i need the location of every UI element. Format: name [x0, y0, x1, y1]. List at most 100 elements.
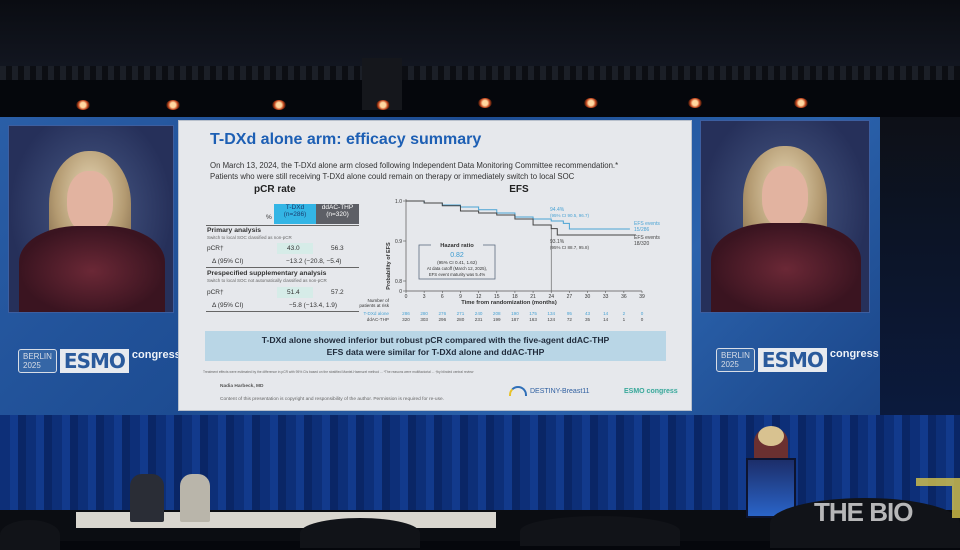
panelist [130, 474, 164, 522]
logo-city: BERLIN [721, 351, 750, 360]
supplementary-analysis-title: Prespecified supplementary analysis [207, 270, 327, 277]
primary-analysis-note: Switch to local SOC classified as non-pC… [207, 235, 292, 240]
at-risk-value: 163 [529, 317, 537, 322]
stage-light [584, 98, 598, 108]
at-risk-label: Number of [368, 298, 390, 303]
logo-suffix: congress [131, 349, 181, 361]
x-tick-label: 18 [512, 294, 518, 300]
destiny-breast11-logo: DESTINY-Breast11 [509, 386, 590, 396]
hazard-ratio-title: Hazard ratio [440, 243, 474, 249]
audience [520, 516, 680, 546]
footnote: Treatment effects were estimated by the … [203, 370, 474, 374]
logo-brand: ESMO [757, 348, 827, 372]
tdxd-events-label: EFS events [634, 221, 660, 227]
x-tick-label: 15 [494, 294, 500, 300]
pcr-ddac-value: 57.2 [331, 289, 344, 296]
pcr-ddac-value: 56.3 [331, 245, 344, 252]
slide-subtitle-line: Patients who were still receiving T-DXd … [210, 172, 575, 181]
tdxd-column-header: T-DXd (n=286) [274, 204, 316, 224]
at-risk-ddac-label: ddAC-THP [367, 317, 389, 322]
watermark: THE BIO [814, 497, 913, 527]
x-tick-label: 39 [639, 294, 645, 300]
at-risk-value: 208 [493, 311, 501, 316]
presentation-slide: T-DXd alone arm: efficacy summary On Mar… [178, 120, 692, 411]
speaker-video-left [8, 125, 174, 313]
hazard-ratio-box: Hazard ratio 0.82 (95% CI 0.41, 1.62) At… [418, 242, 496, 280]
hazard-ratio-value: 0.82 [450, 252, 464, 259]
supplementary-analysis-note: Switch to local SOC not automatically cl… [207, 278, 327, 283]
highlight [277, 243, 313, 254]
at-risk-value: 303 [420, 317, 428, 322]
stage-light [76, 100, 90, 110]
y-tick-label: 0.9 [395, 239, 402, 245]
x-tick-label: 27 [567, 294, 573, 300]
at-risk-value: 95 [567, 311, 573, 316]
speaker-head [758, 426, 784, 446]
delta-value: −5.8 (−13.4, 1.9) [289, 302, 338, 309]
panelist [180, 474, 210, 522]
x-tick-label: 24 [548, 294, 554, 300]
slide-subtitle-line: On March 13, 2024, the T-DXd alone arm c… [210, 161, 619, 170]
x-tick-label: 12 [476, 294, 482, 300]
at-risk-value: 280 [420, 311, 428, 316]
x-tick-label: 3 [423, 294, 426, 300]
ddac-events-label: EFS events [634, 235, 660, 241]
y-tick-label: 1.0 [395, 199, 402, 205]
at-risk-value: 231 [475, 317, 483, 322]
conclusion-line: T-DXd alone showed inferior but robust p… [261, 335, 610, 345]
at-risk-value: 199 [493, 317, 501, 322]
at-risk-value: 240 [475, 311, 483, 316]
conclusion-box: T-DXd alone showed inferior but robust p… [205, 331, 666, 361]
esmo-logo-right: BERLIN 2025 ESMO congress [716, 348, 879, 372]
conclusion-line: EFS data were similar for T-DXd alone an… [326, 347, 545, 357]
stage-light [794, 98, 808, 108]
data-cutoff: At data cutoff (March 12, 2025), [427, 266, 487, 271]
x-axis-label: Time from randomization (months) [461, 300, 557, 306]
ddac-events-count: 18/320 [634, 241, 650, 247]
divider [206, 311, 359, 312]
at-risk-value: 14 [603, 311, 609, 316]
at-risk-value: 35 [585, 317, 591, 322]
at-risk-value: 271 [457, 311, 465, 316]
ddac-column-header: ddAC-THP (n=320) [316, 204, 359, 224]
at-risk-value: 72 [567, 317, 573, 322]
logo-year: 2025 [23, 361, 41, 370]
y-tick-label: 0 [399, 289, 402, 295]
primary-analysis-title: Primary analysis [207, 227, 262, 234]
at-risk-value: 296 [438, 317, 446, 322]
logo-city: BERLIN [23, 352, 52, 361]
trial-logo-icon [509, 386, 527, 396]
at-risk-value: 0 [641, 311, 644, 316]
audience [770, 498, 960, 548]
tdxd-annotation-ci: (95% CI 90.5, 96.7) [550, 213, 590, 218]
at-risk-value: 286 [402, 311, 410, 316]
delta-label: Δ (95% CI) [212, 302, 244, 309]
efs-chart: EFS Probability of EFS Time from randomi… [359, 184, 660, 322]
pcr-label: pCR† [207, 289, 224, 296]
audience [0, 520, 60, 550]
km-curve [406, 200, 636, 236]
km-curve [406, 200, 630, 230]
pcr-tdxd-value: 43.0 [287, 245, 300, 252]
pcr-tdxd-value: 51.4 [287, 289, 300, 296]
at-risk-value: 43 [585, 311, 591, 316]
esmo-slide-logo: ESMO congress [624, 388, 678, 395]
at-risk-value: 2 [623, 311, 626, 316]
slide-title: T-DXd alone arm: efficacy summary [210, 131, 482, 148]
at-risk-value: 0 [641, 317, 644, 322]
at-risk-tdxd-label: T-DXd alone [363, 311, 389, 316]
col-name: T-DXd [285, 204, 305, 211]
ddac-annotation: 93.1% [550, 239, 565, 245]
x-tick-label: 21 [530, 294, 536, 300]
chart-title: EFS [509, 184, 529, 195]
at-risk-value: 14 [603, 317, 609, 322]
lighting-truss [0, 66, 960, 80]
author: Nadia Harbeck, MD [220, 384, 264, 389]
at-risk-value: 187 [511, 317, 519, 322]
stage-light [688, 98, 702, 108]
col-n: (n=286) [283, 211, 307, 218]
stage-light [376, 100, 390, 110]
y-tick-label: 0.8 [395, 279, 402, 285]
pcr-unit: % [266, 214, 272, 221]
stage-light [478, 98, 492, 108]
